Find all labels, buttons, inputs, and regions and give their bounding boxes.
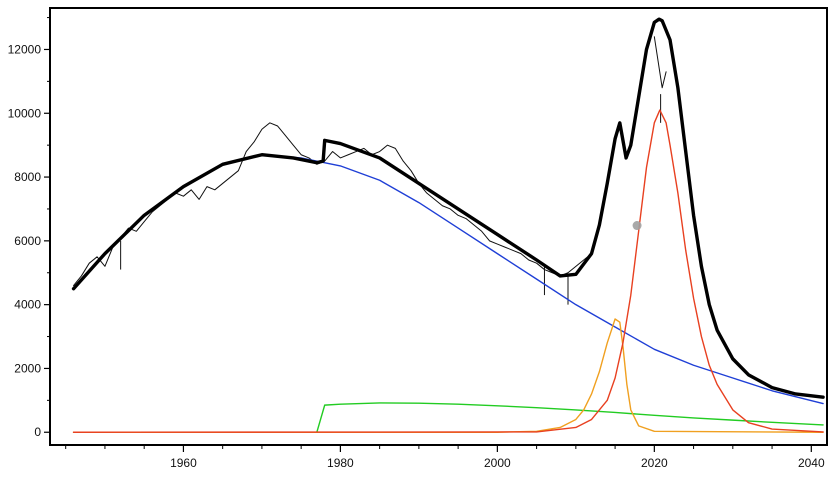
y-tick-label: 0 xyxy=(34,425,41,439)
x-axis-ticks: 1960 1980 2000 2020 2040 xyxy=(65,445,825,470)
x-tick-label: 1960 xyxy=(170,456,197,470)
series-line-1 xyxy=(71,17,825,399)
annotation-layer xyxy=(632,221,642,231)
series-line-4 xyxy=(72,318,824,433)
series-layer xyxy=(71,17,825,433)
y-tick-label: 6000 xyxy=(14,234,41,248)
series-line-3 xyxy=(72,402,824,433)
x-tick-label: 2000 xyxy=(484,456,511,470)
plot-frame xyxy=(49,7,828,446)
y-tick-label: 8000 xyxy=(14,170,41,184)
x-tick-label: 2020 xyxy=(641,456,668,470)
y-tick-label: 12000 xyxy=(8,42,42,56)
annotation-point-0 xyxy=(632,221,642,231)
y-tick-label: 2000 xyxy=(14,361,41,375)
y-tick-label: 10000 xyxy=(8,106,42,120)
y-axis-ticks: 0 2000 4000 6000 8000 10000 12000 xyxy=(8,17,50,439)
y-tick-label: 4000 xyxy=(14,298,41,312)
x-tick-label: 2040 xyxy=(798,456,825,470)
x-tick-label: 1980 xyxy=(327,456,354,470)
series-line-5 xyxy=(72,109,824,433)
